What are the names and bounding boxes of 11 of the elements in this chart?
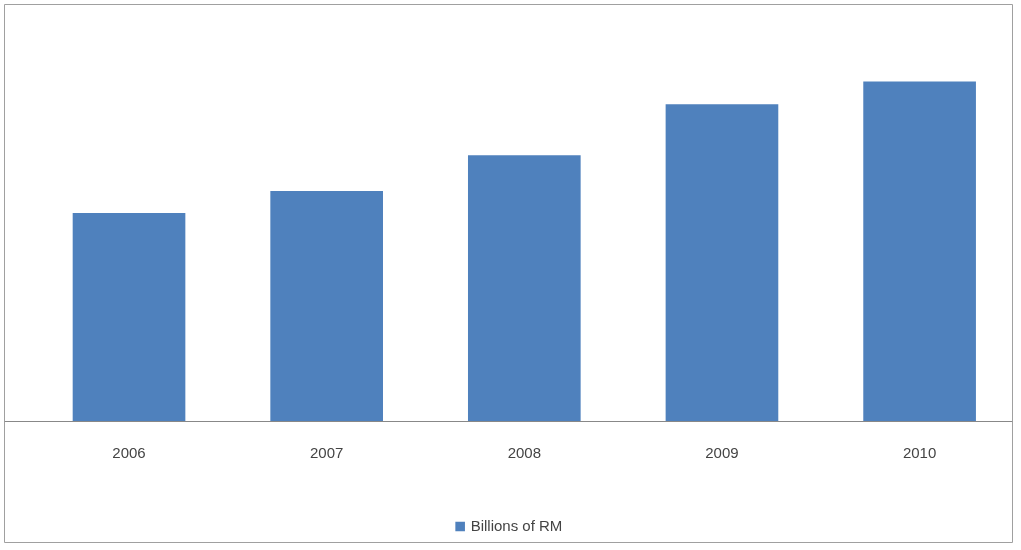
legend-label: Billions of RM — [470, 517, 563, 534]
x-tick-label: 2008 — [507, 443, 541, 461]
bar — [72, 212, 186, 422]
x-tick-label: 2007 — [309, 443, 344, 461]
x-tick-label: 2009 — [705, 443, 739, 461]
bar — [665, 104, 779, 422]
x-tick-label: 2006 — [112, 443, 146, 461]
bar — [467, 155, 581, 422]
x-tick-label: 2010 — [902, 443, 937, 461]
bar — [863, 81, 976, 422]
bar — [270, 191, 383, 422]
